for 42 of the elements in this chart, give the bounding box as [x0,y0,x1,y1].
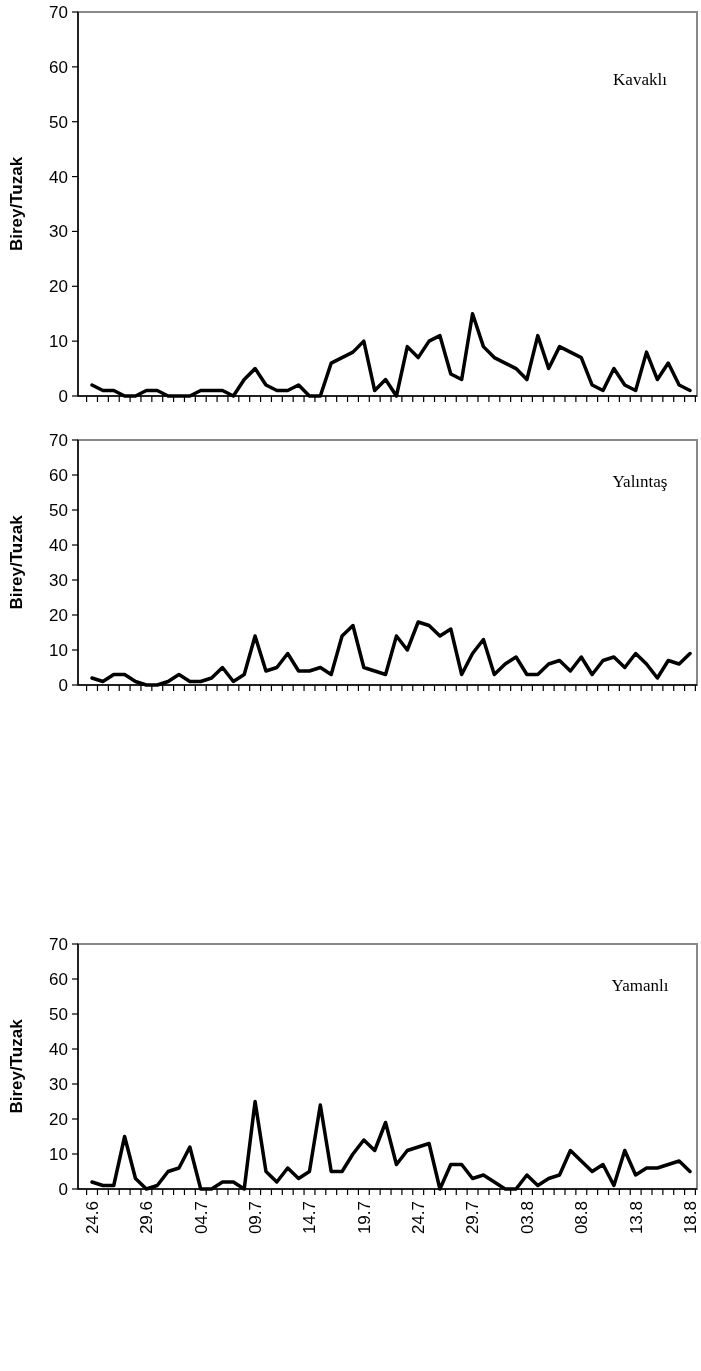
annotation: Yalıntaş [612,471,668,491]
y-tick-label: 70 [49,430,68,450]
y-tick-label: 0 [58,1179,68,1199]
x-tick-label: 09.7 [246,1201,266,1235]
x-tick-label: 24.7 [409,1201,429,1235]
y-tick-label: 40 [49,535,68,555]
y-tick-label: 30 [49,1074,68,1094]
x-tick-label: 04.7 [191,1201,211,1235]
x-tick-label: 08.8 [572,1201,592,1235]
y-axis-title: Birey/Tuzak [7,1018,26,1114]
y-tick-label: 0 [58,386,68,406]
y-tick-label: 10 [49,640,68,660]
x-tick-label: 18.8 [680,1201,700,1235]
y-tick-label: 60 [49,57,68,77]
x-tick-label: 14.7 [300,1201,320,1235]
annotation: Yamanlı [611,975,669,995]
y-tick-label: 0 [58,675,68,695]
y-tick-label: 10 [49,1144,68,1164]
y-tick-label: 10 [49,332,68,352]
x-tick-label: 19.7 [354,1201,374,1235]
x-tick-label: 29.7 [463,1201,483,1235]
x-tick-label: 13.8 [626,1201,646,1235]
x-tick-label: 29.6 [137,1201,157,1235]
y-tick-label: 20 [49,1109,68,1129]
y-tick-label: 40 [49,167,68,187]
y-tick-label: 60 [49,465,68,485]
y-tick-label: 20 [49,277,68,297]
y-tick-label: 70 [49,934,68,954]
annotation: Kavaklı [613,69,668,89]
y-tick-label: 20 [49,605,68,625]
x-tick-label: 24.6 [82,1201,102,1235]
y-tick-label: 70 [49,2,68,22]
y-tick-label: 30 [49,222,68,242]
y-axis-title: Birey/Tuzak [7,514,26,610]
y-tick-label: 40 [49,1039,68,1059]
y-tick-label: 50 [49,500,68,520]
y-axis-title: Birey/Tuzak [7,156,26,252]
y-tick-label: 50 [49,1004,68,1024]
x-tick-label: 03.8 [517,1201,537,1235]
y-tick-label: 50 [49,112,68,132]
y-tick-label: 30 [49,570,68,590]
y-tick-label: 60 [49,969,68,989]
